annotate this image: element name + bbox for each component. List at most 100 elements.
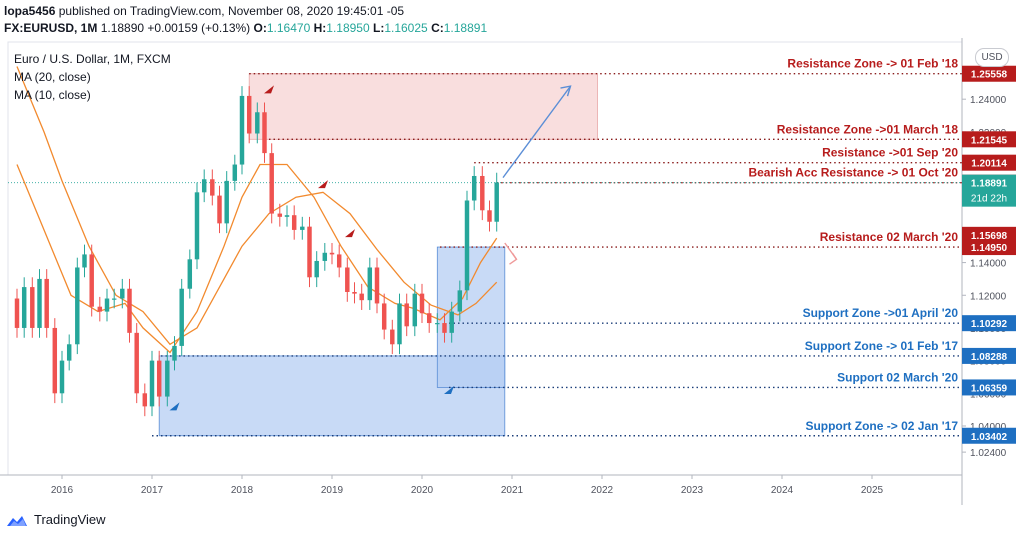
candle-body xyxy=(419,293,425,314)
candle-body xyxy=(217,195,222,224)
marker-icon xyxy=(264,85,274,94)
candle-body xyxy=(471,175,477,201)
candle-body xyxy=(367,267,373,301)
candle-body xyxy=(269,153,274,214)
publish-line: lopa5456 published on TradingView.com, N… xyxy=(4,4,404,18)
candle-body xyxy=(14,298,20,328)
candle-body xyxy=(201,179,207,193)
legend-ma20: MA (20, close) xyxy=(14,70,91,84)
candle-body xyxy=(381,303,387,330)
candle-body xyxy=(127,288,132,333)
candle-body xyxy=(336,254,342,268)
x-tick-label: 2024 xyxy=(771,485,794,496)
price-tag-label: 1.25558 xyxy=(971,70,1008,81)
tradingview-brand[interactable]: TradingView xyxy=(6,512,106,527)
chart-legend: Euro / U.S. Dollar, 1M, FXCM MA (20, clo… xyxy=(14,50,171,104)
y-tick-label: 1.04000 xyxy=(970,422,1007,433)
price-change: +0.00159 (+0.13%) xyxy=(147,21,251,35)
resistance-zone xyxy=(248,73,598,140)
close-label: C: xyxy=(431,21,444,35)
candle-body xyxy=(89,254,94,307)
candle-body xyxy=(412,293,418,327)
candle-body xyxy=(464,200,470,291)
candle-body xyxy=(442,323,447,333)
candle-body xyxy=(494,182,499,222)
open-label: O: xyxy=(253,21,267,35)
brand-label: TradingView xyxy=(34,512,106,527)
current-price-label: 1.18891 xyxy=(971,179,1008,190)
y-tick-label: 1.02400 xyxy=(970,448,1007,459)
support-label: Support 02 March '20 xyxy=(837,370,958,384)
high-label: H: xyxy=(313,21,327,35)
resistance-label: Resistance ->01 Sep '20 xyxy=(822,146,958,160)
candle-body xyxy=(104,298,110,312)
price-chart[interactable]: 1.240001.220001.200001.160001.140001.120… xyxy=(0,38,1024,506)
price-tag-label: 1.20114 xyxy=(971,159,1007,170)
candle-body xyxy=(246,95,252,134)
candle-body xyxy=(239,95,245,165)
legend-ma10: MA (10, close) xyxy=(14,88,91,102)
candle-body xyxy=(21,287,27,328)
currency-button[interactable]: USD xyxy=(975,48,1009,67)
candle-body xyxy=(179,288,184,346)
price-tag xyxy=(962,154,1016,171)
candle-body xyxy=(97,306,103,312)
candle-body xyxy=(277,213,283,217)
price-tag xyxy=(962,65,1016,82)
price-tag-label: 1.06359 xyxy=(971,383,1008,394)
open-value: 1.16470 xyxy=(266,21,311,35)
candle-body xyxy=(352,291,357,294)
publisher-name[interactable]: lopa5456 xyxy=(4,4,56,18)
x-tick-label: 2021 xyxy=(501,485,524,496)
x-tick-label: 2020 xyxy=(411,485,434,496)
support-label: Support Zone -> 01 Feb '17 xyxy=(805,339,959,353)
resistance-label: Bearish Acc Resistance -> 01 Oct '20 xyxy=(748,166,958,180)
price-tag-label: 1.03402 xyxy=(971,432,1008,443)
y-tick-label: 1.12000 xyxy=(970,291,1007,302)
x-tick-label: 2016 xyxy=(51,485,74,496)
x-tick-label: 2019 xyxy=(321,485,344,496)
price-tag xyxy=(962,379,1016,396)
extra-price-tag xyxy=(962,226,1016,243)
projection-arrow-up xyxy=(502,85,572,179)
candle-body xyxy=(37,278,42,328)
candle-body xyxy=(75,267,80,345)
resistance-label: Resistance Zone -> 01 Feb '18 xyxy=(787,57,958,71)
candle-body xyxy=(435,323,440,325)
candle-body xyxy=(232,164,238,181)
symbol-label: FX:EURUSD, 1M xyxy=(4,21,98,35)
extra-price-tag-label: 1.15698 xyxy=(971,231,1008,242)
tradingview-logo-icon xyxy=(7,515,27,526)
candle-body xyxy=(404,303,409,327)
y-tick-label: 1.14000 xyxy=(970,259,1007,270)
chart-header: lopa5456 published on TradingView.com, N… xyxy=(0,0,1024,38)
candle-body xyxy=(487,210,492,222)
candle-body xyxy=(457,290,463,312)
x-tick-label: 2023 xyxy=(681,485,704,496)
candle-body xyxy=(165,360,170,397)
x-tick-label: 2022 xyxy=(591,485,614,496)
candle-body xyxy=(262,112,267,154)
candle-body xyxy=(59,360,65,394)
candle-body xyxy=(480,175,485,211)
candle-body xyxy=(307,226,312,278)
candle-body xyxy=(111,298,117,300)
candle-body xyxy=(82,254,87,268)
candle-body xyxy=(210,179,215,196)
x-tick-label: 2017 xyxy=(141,485,164,496)
support-label: Support Zone ->01 April '20 xyxy=(803,306,959,320)
price-tag xyxy=(962,131,1016,148)
candle-body xyxy=(374,267,380,304)
candle-body xyxy=(397,303,402,345)
x-tick-label: 2018 xyxy=(231,485,254,496)
candle-body xyxy=(291,215,297,230)
candle-body xyxy=(329,252,335,255)
candle-body xyxy=(359,293,364,301)
candle-body xyxy=(284,215,290,217)
candle-body xyxy=(390,329,395,345)
candle-body xyxy=(314,260,319,278)
price-tag-label: 1.08288 xyxy=(971,352,1008,363)
candle-body xyxy=(426,313,432,324)
candle-body xyxy=(149,360,155,407)
marker-icon xyxy=(318,180,328,189)
